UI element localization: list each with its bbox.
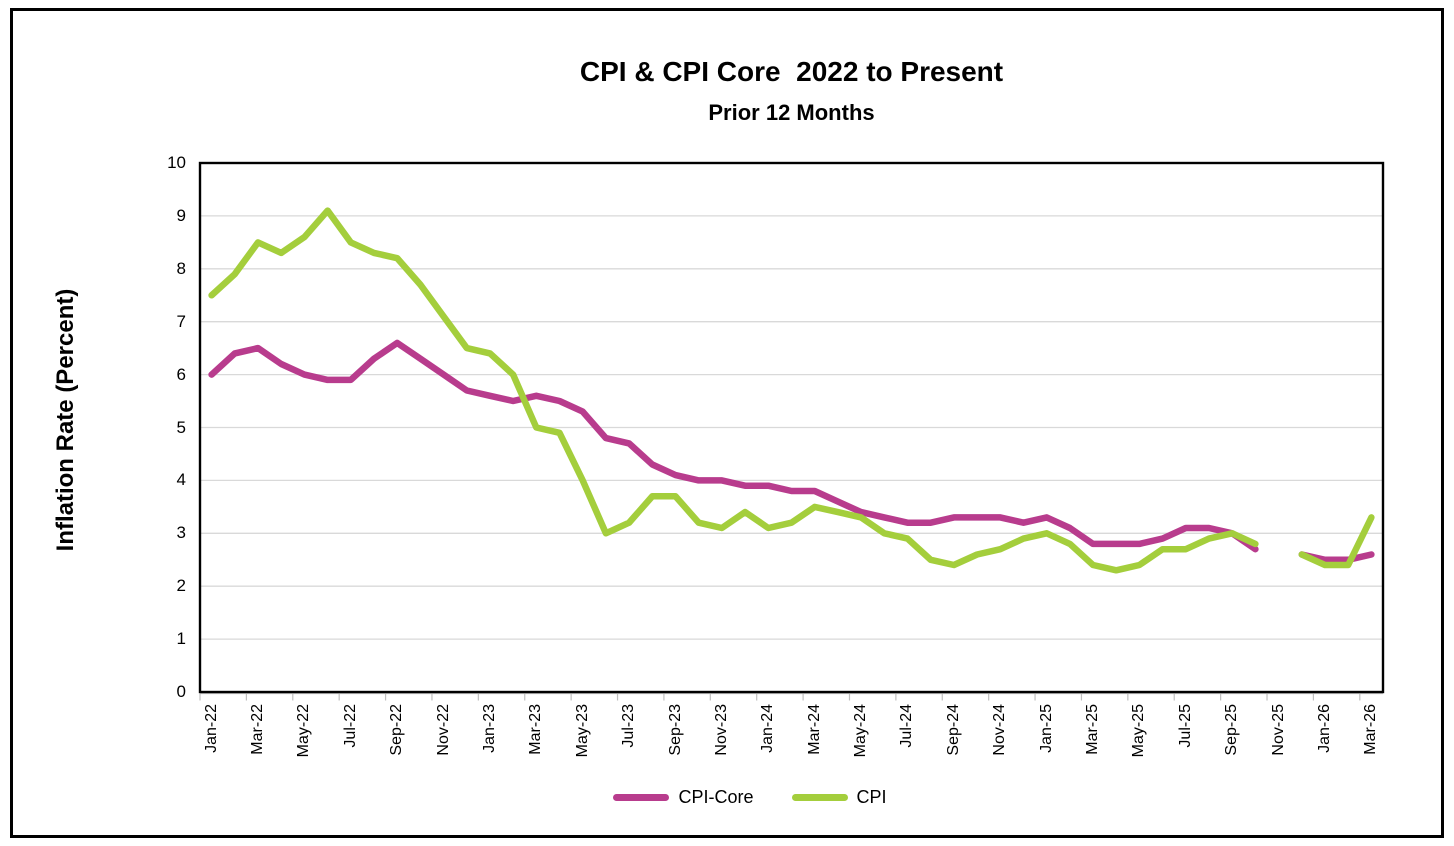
legend-item-cpi: CPI bbox=[791, 787, 887, 808]
legend-label-cpi-core: CPI-Core bbox=[678, 787, 754, 807]
x-tick-label: Mar-22 bbox=[248, 704, 266, 755]
x-tick-label: Sep-24 bbox=[944, 704, 962, 756]
y-tick-label: 10 bbox=[167, 153, 186, 172]
plot-border bbox=[198, 161, 1385, 694]
chart-subtitle: Prior 12 Months bbox=[708, 100, 875, 125]
series-line-cpi-core bbox=[208, 339, 1259, 553]
x-tick-label: Mar-24 bbox=[805, 704, 823, 755]
figure-border bbox=[10, 8, 1444, 838]
legend: CPI-Core CPI bbox=[200, 787, 1300, 808]
x-tick-label: May-24 bbox=[852, 704, 870, 758]
y-tick-label: 6 bbox=[176, 364, 186, 384]
y-tick-label: 8 bbox=[176, 258, 186, 278]
x-tick-label: Mar-25 bbox=[1084, 704, 1102, 755]
x-tick-label: Jul-25 bbox=[1176, 704, 1194, 748]
y-tick-label: 2 bbox=[176, 576, 186, 596]
x-tick-label: Nov-22 bbox=[434, 704, 452, 756]
cpi-line-swatch bbox=[791, 794, 848, 801]
x-tick-label: Mar-26 bbox=[1362, 704, 1380, 755]
x-tick-label: Jan-25 bbox=[1037, 704, 1055, 753]
x-tick-label: May-25 bbox=[1130, 704, 1148, 758]
x-tick-label: Jan-23 bbox=[480, 704, 498, 753]
series-line-cpi bbox=[208, 207, 1259, 574]
legend-label-cpi: CPI bbox=[856, 787, 887, 807]
plot-area bbox=[198, 161, 1385, 701]
x-tick-label: Mar-23 bbox=[527, 704, 545, 755]
x-tick-label: Jul-24 bbox=[898, 704, 916, 748]
x-tick-label: Jan-26 bbox=[1316, 704, 1333, 753]
x-tick-label: Jul-22 bbox=[341, 704, 359, 748]
y-tick-label: 9 bbox=[176, 205, 186, 225]
x-tick-label: Jul-23 bbox=[620, 704, 638, 748]
x-tick-label: Nov-23 bbox=[712, 704, 730, 756]
x-tick-label: May-23 bbox=[573, 704, 591, 758]
x-tick-label: May-22 bbox=[295, 704, 313, 758]
chart-title: CPI & CPI Core 2022 to Present bbox=[579, 56, 1004, 87]
x-tick-label: Nov-25 bbox=[1269, 704, 1287, 756]
x-tick-label: Nov-24 bbox=[991, 704, 1009, 756]
x-tick-label: Jan-22 bbox=[202, 704, 220, 753]
legend-item-cpi-core: CPI-Core bbox=[613, 787, 754, 808]
y-tick-label: 0 bbox=[176, 682, 186, 701]
y-tick-label: 3 bbox=[176, 523, 186, 543]
x-tick-label: Sep-23 bbox=[666, 704, 684, 756]
x-tick-label: Sep-25 bbox=[1223, 704, 1241, 756]
series-line-cpi bbox=[1298, 514, 1375, 569]
x-tick-label: Sep-22 bbox=[388, 704, 406, 756]
y-tick-label: 7 bbox=[176, 311, 186, 331]
x-tick-label: Jan-24 bbox=[759, 704, 777, 753]
y-tick-label: 1 bbox=[176, 629, 186, 649]
y-tick-label: 4 bbox=[176, 470, 186, 490]
cpi-core-line-swatch bbox=[613, 794, 670, 801]
y-tick-label: 5 bbox=[176, 417, 186, 437]
y-axis-title: Inflation Rate (Percent) bbox=[52, 288, 79, 552]
